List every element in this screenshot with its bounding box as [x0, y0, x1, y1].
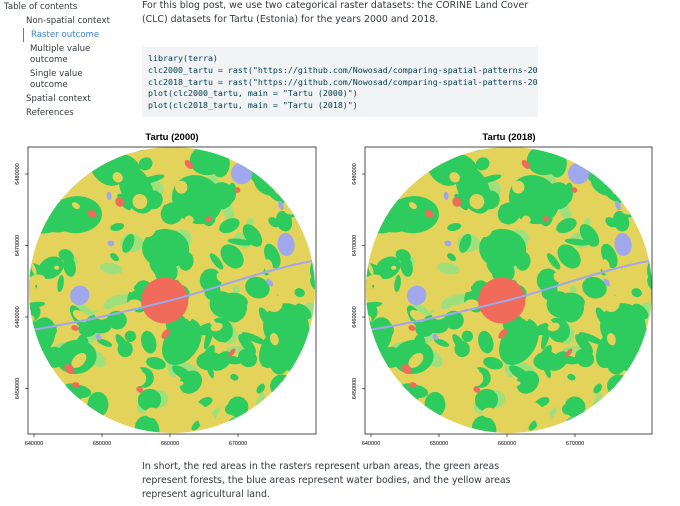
code-line: plot(clc2018_tartu, main = "Tartu (2018)…: [148, 100, 358, 111]
y-tick-label: 6450000: [352, 378, 358, 399]
code-line: clc2018_tartu = rast("https://github.com…: [148, 76, 538, 87]
x-tick-label: 670000: [229, 441, 247, 447]
y-tick-label: 6460000: [15, 306, 21, 327]
code-line: library(terra): [148, 53, 218, 63]
code-line: clc2000_tartu = rast("https://github.com…: [148, 64, 538, 75]
x-tick-label: 650000: [93, 441, 111, 447]
y-tick-label: 6480000: [15, 163, 21, 184]
toc-link[interactable]: Raster outcome: [23, 28, 122, 42]
code: library(terra) clc2000_tartu = rast("http…: [142, 47, 538, 117]
y-tick-label: 6470000: [352, 235, 358, 256]
table-of-contents: Table of contents Non-spatial context Ra…: [4, 0, 122, 120]
x-tick-label: 640000: [25, 441, 43, 447]
x-tick-label: 640000: [362, 441, 380, 447]
toc-title: Table of contents: [4, 1, 78, 12]
x-tick-label: 660000: [498, 441, 516, 447]
code-block: library(terra) clc2000_tartu = rast("http…: [142, 47, 538, 117]
plot-title: Tartu (2000): [145, 132, 198, 143]
conclusion: In short, the red areas in the rasters r…: [142, 461, 511, 500]
plot-title: Tartu (2018): [482, 132, 535, 143]
raster-map: [342, 125, 667, 450]
x-tick-label: 670000: [566, 441, 584, 447]
x-tick-label: 660000: [161, 441, 179, 447]
toc-link[interactable]: Multiple value outcome: [30, 43, 91, 65]
code-line: plot(clc2000_tartu, main = "Tartu (2000)…: [148, 88, 358, 99]
toc-link[interactable]: References: [26, 107, 74, 118]
plots: Tartu (2000) 640000 650000 660000 670000 6480…: [0, 125, 680, 450]
y-tick-label: 6460000: [352, 306, 358, 327]
y-tick-label: 6470000: [15, 235, 21, 256]
x-tick-label: 650000: [430, 441, 448, 447]
plot-frame: [364, 146, 653, 435]
paragraph: For this blog post, we use two categoric…: [142, 0, 529, 25]
toc-link[interactable]: Non-spatial context: [26, 15, 110, 26]
y-tick-label: 6450000: [15, 378, 21, 399]
raster-map: [5, 125, 330, 450]
y-tick-label: 6480000: [352, 163, 358, 184]
toc-link[interactable]: Single value outcome: [30, 68, 83, 90]
toc-link[interactable]: Spatial context: [26, 93, 91, 104]
plot-frame: [27, 146, 317, 435]
